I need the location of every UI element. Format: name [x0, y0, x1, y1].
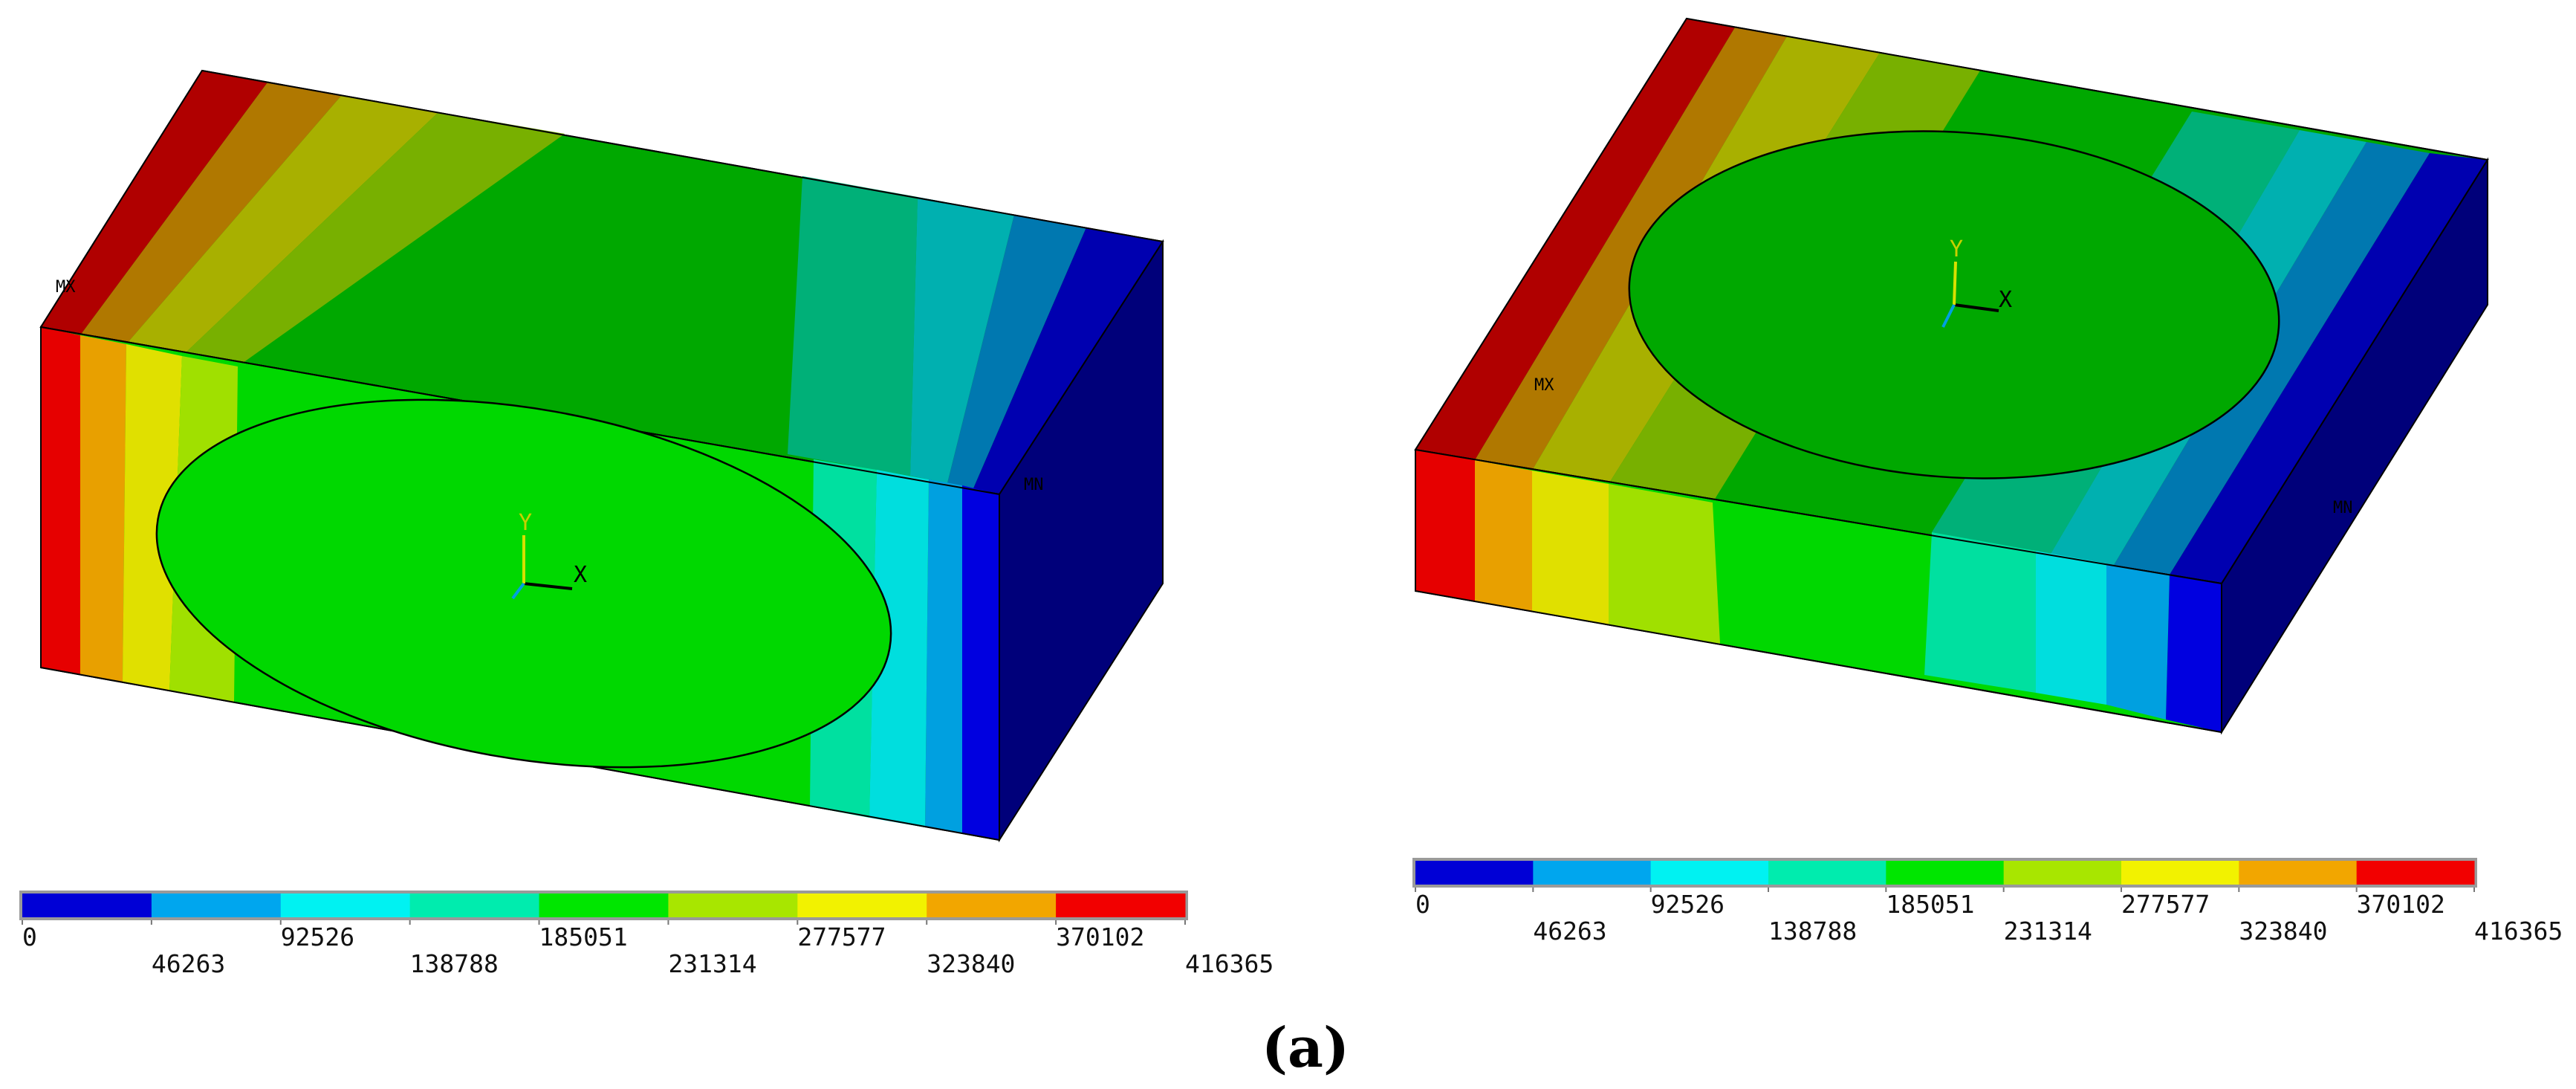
right-axis-triad: X Y: [1941, 236, 2012, 328]
right-top-band-blue: [2170, 153, 2488, 584]
left-top-band-cyan: [910, 197, 1014, 483]
left-top-band-steel: [947, 215, 1086, 488]
left-color-legend: 0 46263 92526 138788 185051 231314 277577 32384…: [19, 891, 1274, 978]
right-legend-swatch: [1886, 861, 2005, 885]
left-legend-value-label: 231314: [668, 949, 756, 978]
right-legend-value-label: 231314: [2004, 917, 2092, 946]
right-front-band-lightblue: [2106, 563, 2170, 720]
left-legend-swatch: [927, 894, 1057, 917]
right-legend-value-label: 138788: [1768, 917, 1857, 946]
left-legend-value-label: 323840: [927, 949, 1015, 978]
left-top-band-olive: [126, 95, 438, 356]
right-legend-swatch: [2239, 861, 2358, 885]
left-legend-swatch: [409, 894, 540, 917]
left-axis-y-label: Y: [519, 510, 532, 536]
right-mx-marker: MX: [1534, 376, 1554, 395]
right-axis-x-label: X: [1999, 287, 2012, 313]
left-front-band-orange: [80, 335, 126, 682]
left-top-band-red: [41, 71, 267, 335]
left-axis-triad: X Y: [511, 510, 587, 600]
right-legend-swatch: [1768, 861, 1886, 885]
right-front-band-blue: [2166, 575, 2222, 732]
left-legend-swatch: [151, 894, 282, 917]
right-legend-value-label: 46263: [1533, 917, 1606, 946]
right-front-band-orange: [1475, 460, 1532, 612]
left-legend-value-label: 370102: [1056, 922, 1144, 951]
left-mn-marker: MN: [1024, 476, 1044, 494]
left-legend-swatch: [1056, 894, 1186, 917]
left-top-band-teal: [788, 176, 918, 476]
right-axis-y-label: Y: [1950, 236, 1963, 262]
right-top-band-red: [1415, 19, 1735, 460]
left-top-band-orange: [80, 83, 342, 344]
right-legend-value-label: 323840: [2239, 917, 2327, 946]
left-legend-value-label: 277577: [797, 922, 886, 951]
left-legend-swatch: [280, 894, 411, 917]
right-legend-value-label: 92526: [1651, 890, 1725, 919]
left-legend-swatch: [668, 894, 798, 917]
right-legend-swatch: [2356, 861, 2475, 885]
right-top-band-orange: [1475, 28, 1787, 471]
right-legend-value-label: 185051: [1886, 890, 1974, 919]
left-front-band-cyan: [869, 470, 929, 827]
right-legend-value-label: 277577: [2121, 890, 2210, 919]
left-legend-swatch: [22, 894, 152, 917]
left-legend-value-label: 138788: [410, 949, 499, 978]
right-legend-swatch: [1415, 861, 1534, 885]
right-front-band-yellow: [1532, 471, 1609, 625]
left-legend-value-label: 416365: [1185, 949, 1274, 978]
left-front-band-yellow: [123, 344, 182, 691]
right-legend-swatch: [1650, 861, 1769, 885]
left-legend-swatch: [539, 894, 669, 917]
left-front-band-blue: [962, 485, 999, 840]
right-color-legend: 0 46263 92526 138788 185051 231314 277577 32384…: [1412, 858, 2563, 946]
left-legend-value-label: 0: [22, 922, 37, 951]
right-legend-value-label: 416365: [2474, 917, 2563, 946]
right-legend-value-label: 370102: [2357, 890, 2445, 919]
right-front-band-lime: [1609, 484, 1720, 644]
left-legend-value-label: 185051: [539, 922, 628, 951]
left-legend-value-label: 46263: [152, 949, 225, 978]
left-legend-swatch: [797, 894, 927, 917]
left-top-band-lime: [182, 112, 565, 366]
right-front-band-red: [1415, 450, 1475, 601]
right-model: X Y MX MN: [1414, 17, 2489, 735]
left-legend-value-label: 92526: [281, 922, 354, 951]
left-front-band-lightblue: [925, 479, 962, 833]
right-front-band-teal: [1924, 532, 2036, 693]
right-legend-swatch: [1533, 861, 1652, 885]
left-top-band-blue: [973, 227, 1163, 494]
left-model: X Y MX MN: [39, 69, 1164, 843]
right-front-band-cyan: [2036, 551, 2106, 705]
left-front-band-red: [41, 327, 80, 675]
right-legend-swatch: [2121, 861, 2239, 885]
right-legend-value-label: 0: [1415, 890, 1430, 919]
figure-caption: (a): [1262, 1016, 1349, 1080]
left-axis-x-label: X: [574, 562, 587, 588]
right-legend-swatch: [2003, 861, 2122, 885]
left-mx-marker: MX: [56, 278, 76, 297]
right-mn-marker: MN: [2333, 499, 2353, 517]
